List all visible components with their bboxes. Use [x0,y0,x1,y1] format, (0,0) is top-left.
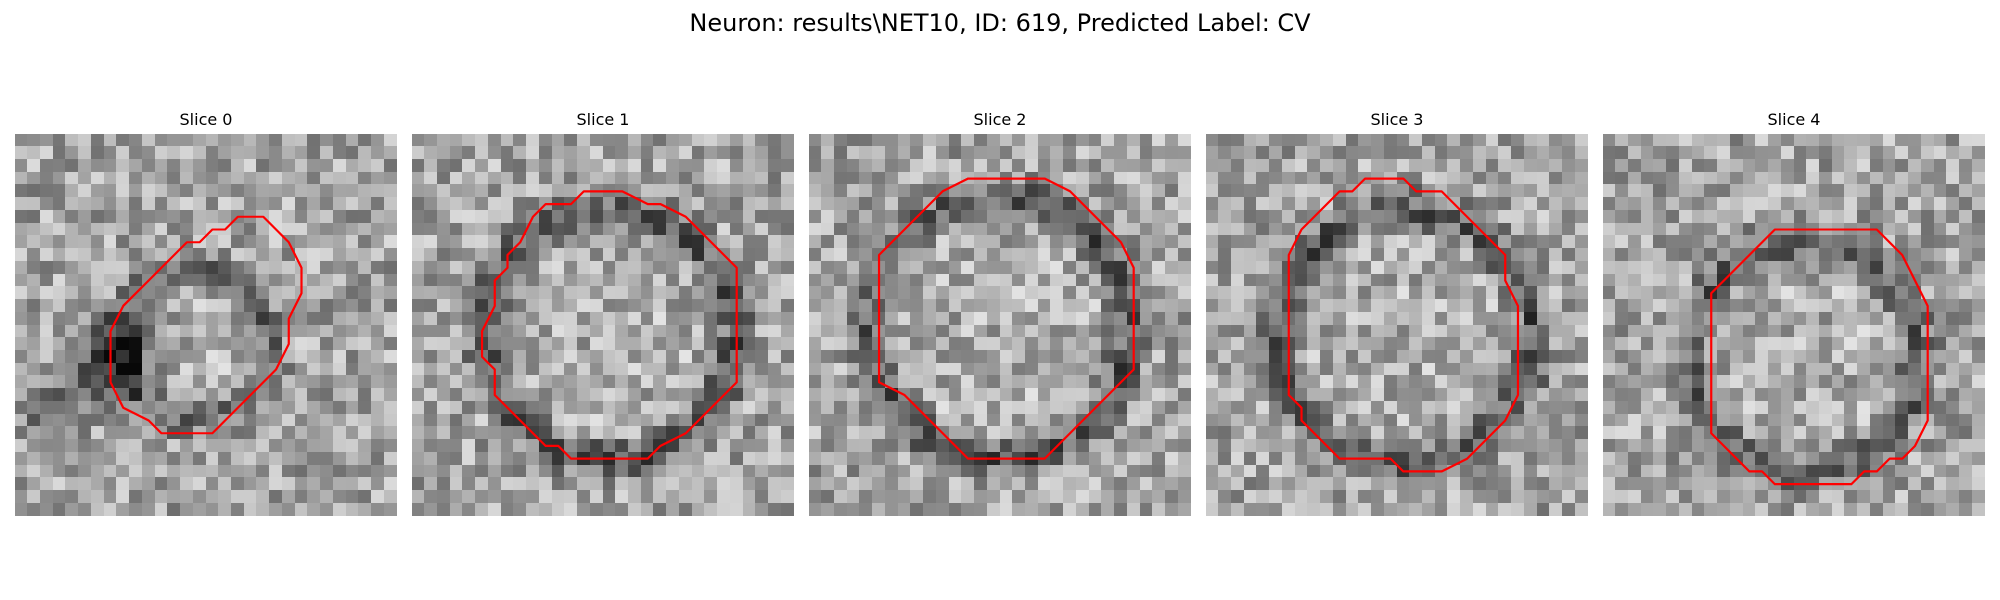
slice-image [412,134,794,516]
figure-title: Neuron: results\NET10, ID: 619, Predicte… [689,9,1311,37]
slice-panel-2: Slice 2 [809,108,1191,516]
slice-title: Slice 4 [1767,110,1821,129]
slice-image [15,134,397,516]
slice-image [809,134,1191,516]
slice-panel-4: Slice 4 [1603,108,1985,516]
slice-image [1603,134,1985,516]
slice-title: Slice 3 [1370,110,1424,129]
slice-image [1206,134,1588,516]
slice-panel-1: Slice 1 [412,108,794,516]
slice-title: Slice 1 [576,110,630,129]
slice-title: Slice 0 [179,110,233,129]
slice-title: Slice 2 [973,110,1027,129]
slice-panel-0: Slice 0 [15,108,397,516]
slice-panel-3: Slice 3 [1206,108,1588,516]
